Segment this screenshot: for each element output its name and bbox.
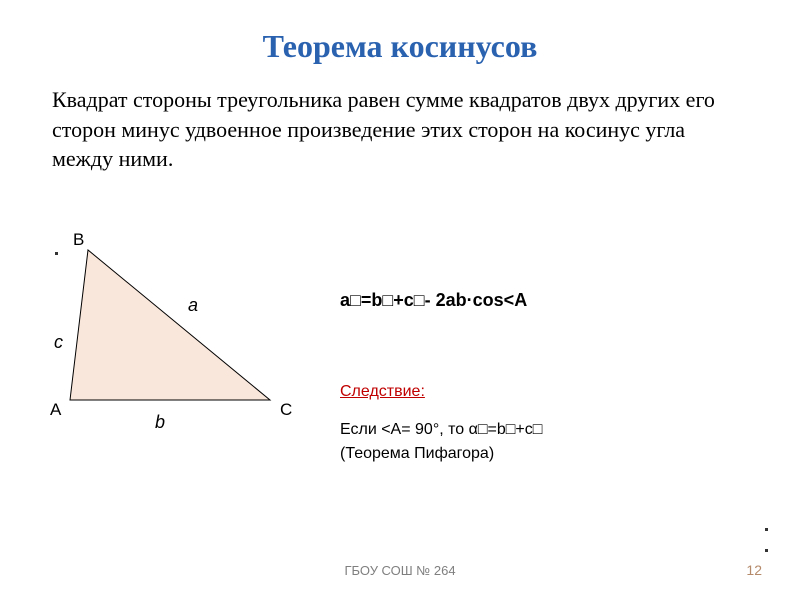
slide: Теорема косинусов Квадрат стороны треуго… xyxy=(0,0,800,600)
nav-dot xyxy=(765,528,768,531)
triangle-shape xyxy=(70,250,270,400)
side-label-c: c xyxy=(54,332,63,353)
corollary-line-2: (Теорема Пифагора) xyxy=(340,442,542,466)
side-label-a: a xyxy=(188,295,198,316)
slide-title: Теорема косинусов xyxy=(0,0,800,65)
triangle-svg xyxy=(50,240,310,430)
vertex-label-a: A xyxy=(50,400,61,420)
footer-organization: ГБОУ СОШ № 264 xyxy=(0,563,800,578)
nav-dot xyxy=(765,549,768,552)
cosine-formula: a□=b□+c□- 2ab·cos<A xyxy=(340,290,527,311)
theorem-statement: Квадрат стороны треугольника равен сумме… xyxy=(0,65,800,174)
triangle-diagram: A B C a b c xyxy=(50,240,310,455)
page-number: 12 xyxy=(746,562,762,578)
nav-dots xyxy=(765,528,768,552)
corollary-block: Следствие: Если <A= 90°, то α□=b□+c□ (Те… xyxy=(340,380,542,466)
vertex-label-b: B xyxy=(73,230,84,250)
vertex-label-c: C xyxy=(280,400,292,420)
spacer xyxy=(340,404,542,418)
side-label-b: b xyxy=(155,412,165,433)
corollary-heading: Следствие: xyxy=(340,380,542,404)
corollary-line-1: Если <A= 90°, то α□=b□+c□ xyxy=(340,418,542,442)
